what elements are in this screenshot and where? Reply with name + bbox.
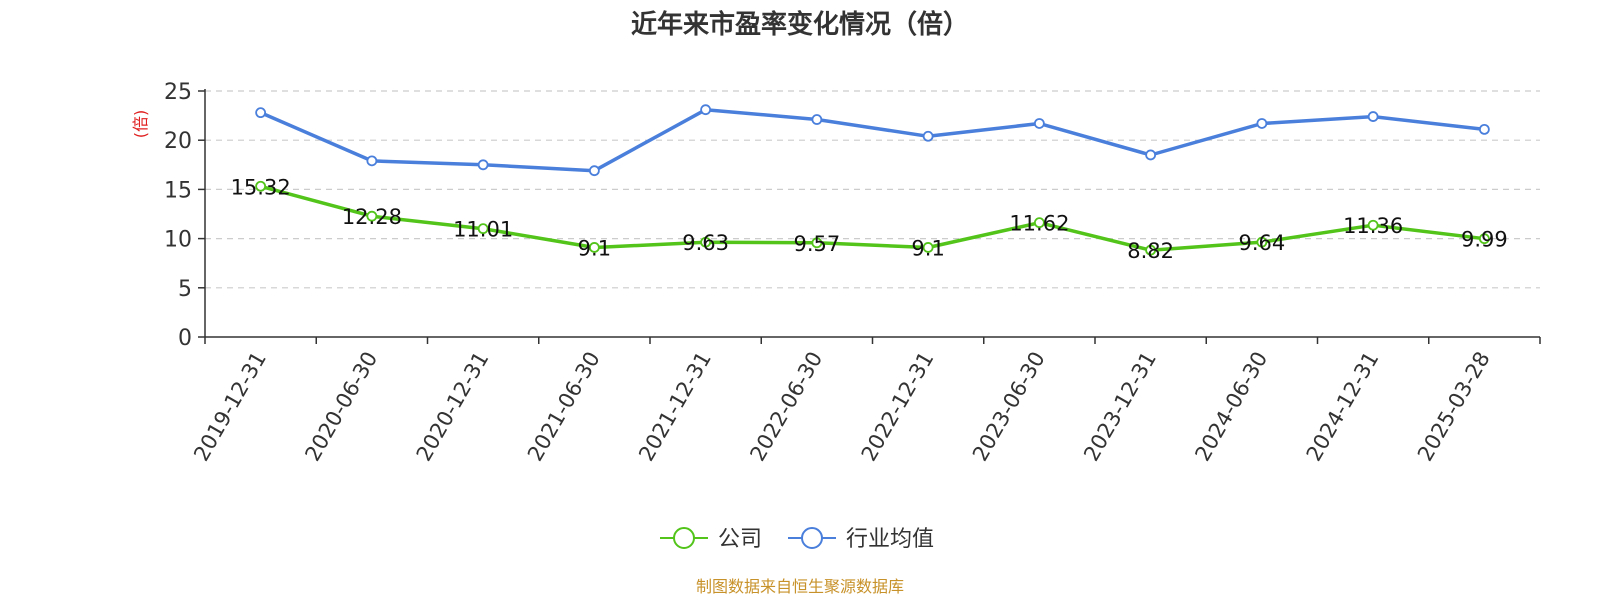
x-tick-label: 2019-12-31	[189, 348, 271, 466]
data-point[interactable]	[366, 210, 378, 222]
data-point[interactable]	[255, 180, 267, 192]
data-point[interactable]	[588, 242, 600, 253]
data-label: 11.36	[1343, 214, 1403, 238]
data-point[interactable]	[1367, 111, 1379, 122]
series-line-1	[259, 107, 1485, 173]
x-tick-label: 2020-12-31	[412, 348, 494, 466]
legend-item-1[interactable]: 行业均值	[788, 527, 934, 552]
data-point[interactable]	[922, 130, 934, 142]
series-lines	[259, 107, 1485, 252]
chart-title: 近年来市盈率变化情况（倍）	[631, 9, 969, 40]
data-point[interactable]	[477, 159, 489, 171]
data-point[interactable]	[922, 242, 934, 253]
x-tick-label: 2023-06-30	[968, 348, 1050, 466]
y-tick-label: 25	[164, 80, 192, 105]
gridlines	[205, 90, 1540, 289]
data-labels: 15.32 12.28 11.01 9.1 9.63 9.57 9.1 11.62 8.82 9.…	[231, 175, 1508, 263]
data-label: 12.28	[342, 205, 402, 229]
data-point[interactable]	[1033, 118, 1045, 129]
data-label: 9.57	[793, 232, 840, 256]
x-tick-label: 2021-06-30	[523, 348, 605, 466]
legend-item-0[interactable]: 公司	[660, 527, 762, 552]
data-point[interactable]	[1033, 217, 1045, 229]
x-tick-label: 2025-03-28	[1413, 348, 1495, 466]
y-tick-label: 5	[178, 277, 192, 302]
x-tick-label: 2022-06-30	[745, 348, 827, 466]
x-axis-ticks: 2019-12-31 2020-06-30 2020-12-31 2021-06-30…	[189, 337, 1541, 466]
data-point[interactable]	[1145, 149, 1157, 161]
data-label: 8.82	[1127, 239, 1174, 263]
y-axis-label: (倍)	[131, 110, 150, 139]
legend[interactable]: 公司 行业均值	[660, 527, 934, 552]
y-axis-ticks: 0 5 10 15 20 25	[164, 80, 205, 351]
data-point[interactable]	[477, 223, 489, 235]
x-tick-label: 2020-06-30	[300, 348, 382, 466]
data-point[interactable]	[811, 114, 823, 125]
data-label: 9.63	[682, 231, 729, 255]
x-tick-label: 2023-12-31	[1079, 348, 1161, 466]
y-tick-label: 20	[164, 129, 192, 154]
data-point[interactable]	[700, 104, 712, 116]
data-label: 11.62	[1009, 212, 1069, 236]
legend-marker	[673, 527, 695, 549]
x-tick-label: 2024-12-31	[1302, 348, 1384, 466]
data-point[interactable]	[366, 155, 378, 167]
data-point[interactable]	[1256, 236, 1268, 248]
data-point[interactable]	[1478, 123, 1490, 135]
data-point[interactable]	[811, 237, 823, 249]
y-tick-label: 0	[178, 326, 192, 351]
data-point[interactable]	[255, 107, 267, 119]
legend-label: 公司	[718, 527, 762, 552]
series-points	[255, 104, 1490, 256]
data-point[interactable]	[1145, 244, 1157, 256]
legend-marker	[801, 527, 823, 549]
series-line-0	[260, 184, 1485, 252]
x-tick-label: 2022-12-31	[857, 348, 939, 466]
data-point[interactable]	[1256, 118, 1268, 129]
data-point[interactable]	[700, 236, 712, 248]
data-label: 9.64	[1238, 231, 1285, 255]
legend-label: 行业均值	[846, 527, 934, 552]
data-point[interactable]	[1367, 219, 1379, 231]
data-label: 11.01	[453, 218, 513, 242]
y-tick-label: 15	[164, 178, 192, 203]
data-label: 9.99	[1461, 228, 1508, 252]
x-tick-label: 2024-06-30	[1190, 348, 1272, 466]
data-label: 9.1	[578, 236, 611, 260]
data-label: 15.32	[231, 175, 291, 199]
source-note: 制图数据来自恒生聚源数据库	[696, 577, 904, 596]
x-tick-label: 2021-12-31	[634, 348, 716, 466]
data-label: 9.1	[911, 236, 944, 260]
data-point[interactable]	[1478, 233, 1490, 245]
y-tick-label: 10	[164, 228, 192, 253]
data-point[interactable]	[588, 165, 600, 177]
